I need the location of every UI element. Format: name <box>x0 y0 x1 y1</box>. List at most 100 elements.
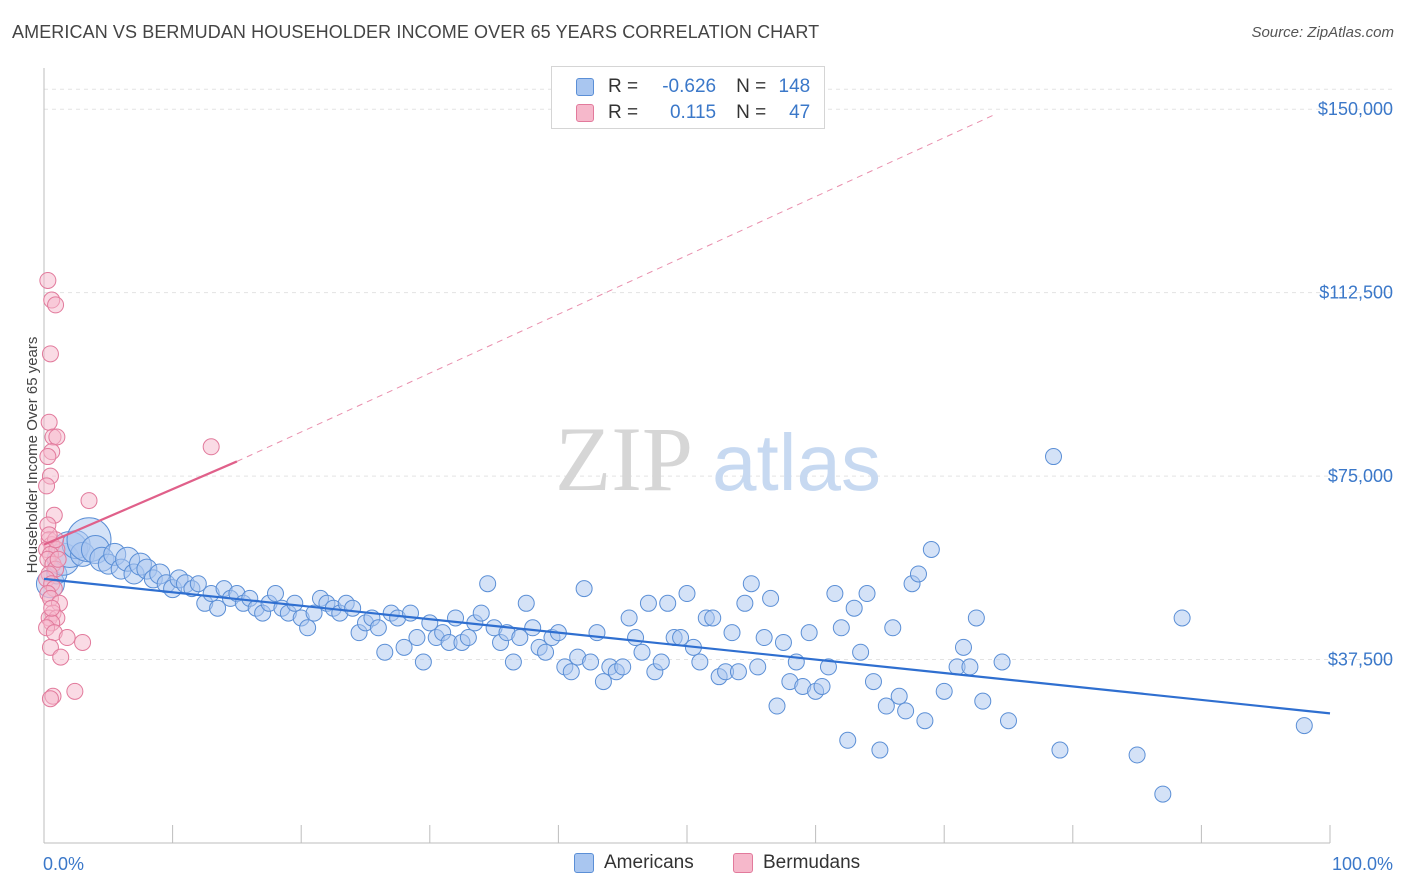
americans-point <box>376 643 394 661</box>
bottom-legend-swatch-americans <box>574 853 594 873</box>
y-tick-label: $75,000 <box>1328 466 1393 486</box>
americans-point <box>729 663 747 681</box>
americans-point <box>652 653 670 671</box>
americans-point <box>762 589 780 607</box>
americans-point <box>1000 712 1017 730</box>
americans-point <box>286 594 304 612</box>
americans-point <box>845 599 863 617</box>
bermudans-points <box>38 271 220 708</box>
watermark-atlas: atlas <box>712 418 881 507</box>
legend-swatch-americans <box>576 78 594 96</box>
americans-point <box>1154 785 1172 803</box>
americans-point <box>472 604 490 622</box>
x-tick-labels: 0.0% 100.0% <box>43 854 1393 874</box>
bermudans-point <box>47 296 65 314</box>
legend-row-americans: R = -0.626 N = 148 <box>576 74 810 100</box>
bermudans-point <box>41 638 59 656</box>
americans-point <box>884 619 902 637</box>
americans-point <box>877 697 895 715</box>
americans-point <box>967 609 985 627</box>
americans-point <box>633 643 651 661</box>
americans-point <box>659 594 677 612</box>
americans-point <box>755 629 773 647</box>
bermudans-point <box>49 550 67 568</box>
americans-point <box>813 677 831 695</box>
americans-point <box>742 575 760 593</box>
americans-point <box>749 658 767 676</box>
americans-point <box>614 658 632 676</box>
americans-point <box>871 741 889 759</box>
bermudans-point <box>41 690 59 708</box>
americans-point <box>266 585 284 603</box>
americans-point <box>562 663 580 681</box>
americans-point <box>414 653 432 671</box>
americans-point <box>620 609 638 627</box>
legend-row-bermudans: R = 0.115 N = 47 <box>576 100 810 126</box>
legend-r-label: R = <box>608 76 639 97</box>
americans-point <box>1173 609 1191 627</box>
americans-point <box>344 599 362 617</box>
americans-point <box>723 624 741 642</box>
bermudans-point <box>48 428 66 446</box>
americans-point <box>736 594 754 612</box>
americans-point <box>479 575 497 593</box>
americans-point <box>209 599 227 617</box>
americans-point <box>408 629 426 647</box>
correlation-legend: R = -0.626 N = 148 R = 0.115 N = 47 <box>551 66 825 129</box>
americans-point <box>954 638 972 656</box>
bermudans-point <box>41 345 59 363</box>
americans-point <box>935 682 953 700</box>
americans-point <box>768 697 786 715</box>
bottom-legend-swatch-bermudans <box>733 853 753 873</box>
americans-point <box>993 653 1011 671</box>
americans-point <box>832 619 850 637</box>
bermudans-trend-line <box>43 460 238 546</box>
americans-point <box>800 624 818 642</box>
americans-point <box>517 594 535 612</box>
chart-title: AMERICAN VS BERMUDAN HOUSEHOLDER INCOME … <box>12 22 820 42</box>
americans-point <box>582 653 600 671</box>
americans-point <box>1051 741 1069 759</box>
bermudans-point <box>39 448 57 466</box>
americans-point <box>537 643 555 661</box>
americans-point <box>839 731 857 749</box>
x-tick-label-right: 100.0% <box>1332 854 1393 874</box>
americans-point <box>704 609 722 627</box>
americans-point <box>524 619 542 637</box>
americans-point <box>299 619 317 637</box>
y-tick-label: $37,500 <box>1328 650 1393 670</box>
y-axis-label: Householder Income Over 65 years <box>24 337 41 574</box>
americans-point <box>627 629 645 647</box>
y-tick-labels: $37,500 $75,000 $112,500 $150,000 <box>1318 99 1393 669</box>
bermudans-point <box>40 413 58 431</box>
americans-point <box>395 638 413 656</box>
bermudans-point <box>58 629 76 647</box>
axes <box>43 68 1331 844</box>
americans-point <box>305 604 323 622</box>
legend-n-label: N = <box>736 102 767 123</box>
americans-point <box>890 687 908 705</box>
americans-point <box>575 580 593 598</box>
legend-swatch-bermudans <box>576 104 594 122</box>
americans-point <box>916 712 934 730</box>
bottom-legend-bermudans: Bermudans <box>733 852 860 874</box>
americans-point <box>1295 717 1313 735</box>
americans-point <box>864 673 882 691</box>
americans-point <box>974 692 992 710</box>
chart-source: Source: ZipAtlas.com <box>1251 24 1394 41</box>
legend-r-label: R = <box>608 102 639 123</box>
legend-n-label: N = <box>736 76 767 97</box>
americans-point <box>1045 448 1063 466</box>
bottom-legend-americans: Americans <box>574 852 694 874</box>
americans-point <box>639 594 657 612</box>
americans-point <box>1128 746 1146 764</box>
bermudans-trend-extension <box>236 113 996 462</box>
americans-point <box>826 585 844 603</box>
americans-point <box>852 643 870 661</box>
americans-point <box>459 629 477 647</box>
americans-point <box>819 658 837 676</box>
y-tick-label: $150,000 <box>1318 99 1393 119</box>
americans-point <box>678 585 696 603</box>
legend-r-value-americans: -0.626 <box>662 76 717 97</box>
